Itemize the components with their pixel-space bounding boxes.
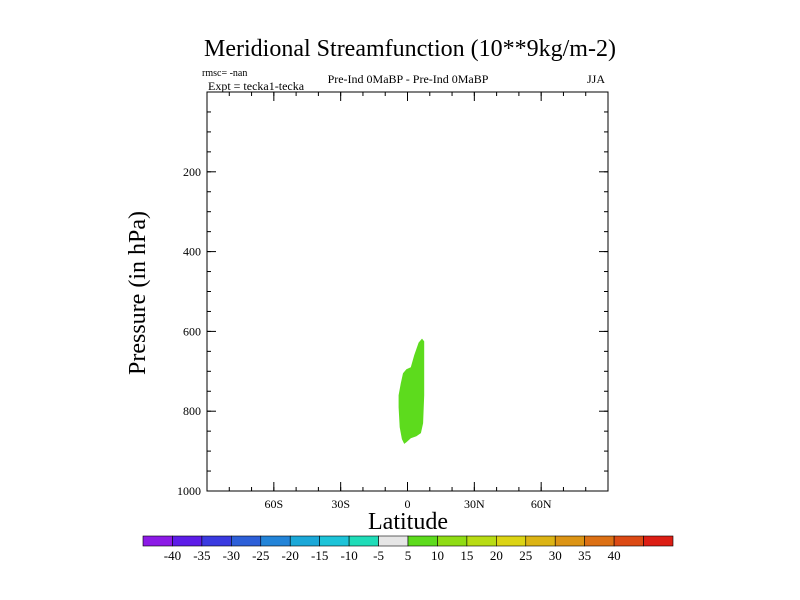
colorbar-label: 15 — [460, 548, 473, 563]
y-tick-label: 200 — [183, 165, 201, 179]
colorbar-box — [319, 535, 350, 547]
colorbar-box — [142, 535, 173, 547]
x-tick-label: 30S — [331, 497, 350, 511]
x-tick-label: 30N — [464, 497, 485, 511]
contour-regions — [398, 338, 425, 444]
colorbar-box — [289, 535, 320, 547]
x-axis-label: Latitude — [368, 509, 448, 535]
colorbar-label: -35 — [193, 548, 210, 563]
colorbar-box — [348, 535, 379, 547]
rmsc-annotation: rmsc= -nan — [202, 68, 247, 79]
colorbar-label: -40 — [164, 548, 181, 563]
x-tick-label: 0 — [405, 497, 411, 511]
colorbar-label: 20 — [490, 548, 503, 563]
colorbar-box — [378, 535, 409, 547]
colorbar-box — [172, 535, 203, 547]
colorbar-label: 35 — [578, 548, 591, 563]
colorbar-label: -25 — [252, 548, 269, 563]
colorbar-box — [231, 535, 262, 547]
y-tick-label: 1000 — [177, 484, 201, 498]
colorbar-label: -20 — [282, 548, 299, 563]
colorbar: -40 -35 -30 -25 -20 -15 -10 -5 5 10 15 20 25 30 35 40 — [142, 535, 674, 563]
colorbar-box — [525, 535, 556, 547]
case-annotation: Pre-Ind 0MaBP - Pre-Ind 0MaBP — [328, 72, 489, 86]
x-tick-label: 60N — [531, 497, 552, 511]
y-tick-label: 800 — [183, 404, 201, 418]
colorbar-label: 5 — [405, 548, 412, 563]
colorbar-box — [554, 535, 585, 547]
colorbar-box — [407, 535, 438, 547]
colorbar-label: 10 — [431, 548, 444, 563]
colorbar-box — [201, 535, 232, 547]
colorbar-box — [613, 535, 644, 547]
y-axis-label: Pressure (in hPa) — [125, 211, 151, 375]
colorbar-label: 30 — [549, 548, 562, 563]
chart-title: Meridional Streamfunction (10**9kg/m-2) — [204, 36, 616, 62]
x-tick-label: 60S — [264, 497, 283, 511]
colorbar-label: -10 — [340, 548, 357, 563]
colorbar-box — [466, 535, 497, 547]
colorbar-box — [643, 535, 674, 547]
colorbar-box — [584, 535, 615, 547]
expt-annotation: Expt = tecka1-tecka — [208, 79, 305, 93]
colorbar-label: -5 — [373, 548, 384, 563]
contour-region-0 — [398, 338, 425, 444]
y-tick-label: 600 — [183, 324, 201, 338]
x-axis: 60S 30S 0 30N 60N — [228, 92, 587, 511]
season-annotation: JJA — [587, 72, 605, 86]
colorbar-label: 40 — [608, 548, 621, 563]
colorbar-label: -30 — [223, 548, 240, 563]
colorbar-box — [437, 535, 468, 547]
y-tick-label: 400 — [183, 245, 201, 259]
colorbar-label: 25 — [519, 548, 532, 563]
colorbar-label: -15 — [311, 548, 328, 563]
colorbar-box — [496, 535, 527, 547]
y-axis: 200 400 600 800 1000 — [177, 111, 608, 498]
colorbar-box — [260, 535, 291, 547]
